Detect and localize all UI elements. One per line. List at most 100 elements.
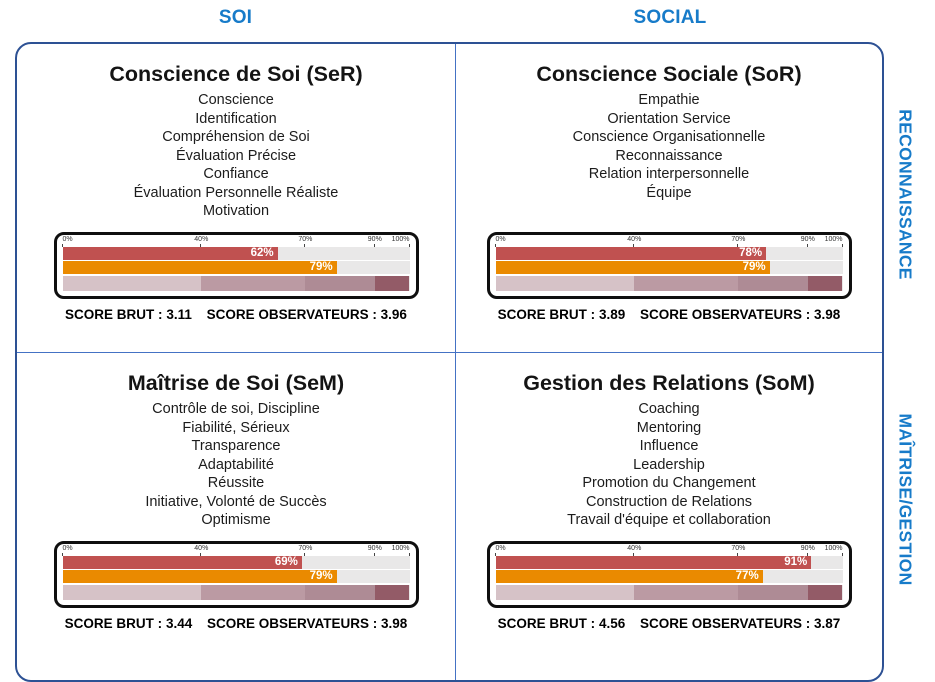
scale-band [305, 585, 375, 600]
observer-score-value: 79% [742, 261, 766, 273]
quadrant-conscience-sociale: Conscience Sociale (SoR) Empathie Orienta… [456, 44, 882, 353]
axis-tick-label: 40% [627, 545, 642, 552]
axis-tick-label: 40% [194, 545, 209, 552]
observer-score-track: 77% [495, 570, 843, 583]
gauge-axis: 0% 40% 70% 90% 100% [494, 236, 843, 247]
gauge-axis: 0% 40% 70% 90% 100% [494, 545, 843, 556]
scale-bands [495, 276, 843, 291]
observer-score-bar: 77% [495, 570, 763, 583]
scale-band [634, 276, 739, 291]
quadrant-maitrise-de-soi: Maîtrise de Soi (SeM) Contrôle de soi, D… [17, 353, 456, 680]
scale-band [807, 276, 843, 291]
axis-tick-mark [304, 244, 306, 247]
gauge-area: 0% 40% 70% 90% 100% 78% 79% [456, 232, 882, 322]
axis-tick-label: 100% [824, 545, 843, 552]
competency-item: Équipe [646, 184, 692, 201]
axis-tick-label: 100% [391, 545, 410, 552]
observer-score-track: 79% [62, 261, 410, 274]
raw-score-bar: 69% [62, 556, 302, 569]
axis-tick-label: 90% [800, 545, 815, 552]
raw-score-value: 78% [739, 247, 763, 259]
competency-item: Confiance [203, 166, 269, 182]
axis-tick-mark [841, 244, 843, 247]
axis-tick-label: 70% [298, 545, 313, 552]
scale-band [374, 276, 410, 291]
observer-score-value: 77% [735, 570, 759, 582]
quadrant-title: Conscience Sociale (SoR) [536, 62, 802, 86]
axis-tick-mark [304, 553, 306, 556]
score-observateurs-label: SCORE OBSERVATEURS : [639, 307, 811, 322]
axis-tick-mark [737, 244, 739, 247]
score-brut-value: 3.89 [598, 307, 626, 322]
gauge-axis: 0% 40% 70% 90% 100% [61, 236, 410, 247]
score-summary: SCORE BRUT : 4.56 SCORE OBSERVATEURS : 3… [498, 616, 841, 631]
competency-item: Initiative, Volonté de Succès [145, 493, 327, 510]
observer-score-track: 79% [495, 261, 843, 274]
scale-band [634, 585, 739, 600]
score-observateurs-value: 3.87 [814, 616, 841, 631]
axis-tick-mark [841, 553, 843, 556]
axis-tick-label: 100% [391, 236, 410, 243]
competency-item: Évaluation Personnelle Réaliste [133, 184, 339, 201]
observer-score-bar: 79% [62, 261, 337, 274]
gauge-chart: 0% 40% 70% 90% 100% 91% 77% [486, 541, 852, 608]
axis-tick-mark [494, 553, 496, 556]
score-brut-label: SCORE BRUT : [65, 307, 163, 322]
competency-item: Travail d'équipe et collaboration [567, 512, 771, 528]
scale-band [62, 276, 202, 291]
gauge-area: 0% 40% 70% 90% 100% 62% 79% [17, 232, 455, 322]
scale-band [305, 276, 375, 291]
axis-tick-mark [373, 553, 375, 556]
competency-item: Conscience [198, 92, 274, 108]
scale-band [495, 276, 635, 291]
competency-item: Influence [639, 438, 699, 454]
axis-tick-label: 0% [495, 545, 506, 552]
raw-score-track: 78% [495, 247, 843, 260]
gauge-axis: 0% 40% 70% 90% 100% [61, 545, 410, 556]
observer-score-bar: 79% [495, 261, 770, 274]
quadrant-grid: Conscience de Soi (SeR) Conscience Identi… [15, 42, 884, 682]
gauge-area: 0% 40% 70% 90% 100% 91% 77% [456, 541, 882, 631]
competency-item: Identification [195, 110, 277, 127]
score-observateurs-label: SCORE OBSERVATEURS : [206, 616, 378, 631]
competency-item: Construction de Relations [585, 493, 753, 510]
raw-score-value: 69% [274, 556, 298, 568]
axis-tick-label: 0% [495, 236, 506, 243]
axis-tick-mark [61, 244, 63, 247]
axis-tick-mark [200, 244, 202, 247]
gauge-chart: 0% 40% 70% 90% 100% 62% 79% [53, 232, 419, 299]
competency-item: Mentoring [636, 419, 702, 436]
raw-score-track: 91% [495, 556, 843, 569]
observer-score-value: 79% [309, 261, 333, 273]
axis-tick-mark [633, 244, 635, 247]
score-summary: SCORE BRUT : 3.11 SCORE OBSERVATEURS : 3… [65, 307, 407, 322]
competency-list: Coaching Mentoring Influence Leadership Prom… [456, 400, 882, 530]
eq-report-page: { "header": { "left": "SOI", "right": "S… [15, 7, 916, 682]
axis-tick-mark [737, 553, 739, 556]
scale-band [738, 585, 808, 600]
observer-score-track: 79% [62, 570, 410, 583]
axis-tick-mark [806, 553, 808, 556]
score-brut-label: SCORE BRUT : [497, 616, 596, 631]
raw-score-bar: 91% [495, 556, 812, 569]
side-label-maitrise-gestion: MAÎTRISE/GESTION [895, 413, 916, 586]
raw-score-bar: 62% [62, 247, 278, 260]
competency-item: Compréhension de Soi [162, 129, 310, 145]
competency-list: Contrôle de soi, Discipline Fiabilité, Sé… [17, 400, 455, 530]
column-header-social: SOCIAL [633, 7, 707, 28]
competency-item: Adaptabilité [198, 456, 274, 473]
competency-item: Reconnaissance [615, 147, 723, 164]
axis-tick-mark [806, 244, 808, 247]
raw-score-track: 62% [62, 247, 410, 260]
scale-bands [62, 276, 410, 291]
scale-bands [495, 585, 843, 600]
scale-band [201, 276, 306, 291]
score-observateurs-value: 3.98 [381, 616, 408, 631]
scale-band [807, 585, 843, 600]
axis-tick-label: 0% [62, 545, 73, 552]
competency-item: Fiabilité, Sérieux [182, 419, 290, 436]
quadrant-title: Gestion des Relations (SoM) [523, 371, 815, 395]
competency-list: Conscience Identification Compréhension de… [17, 91, 455, 221]
score-brut-label: SCORE BRUT : [64, 616, 163, 631]
axis-tick-label: 0% [62, 236, 73, 243]
